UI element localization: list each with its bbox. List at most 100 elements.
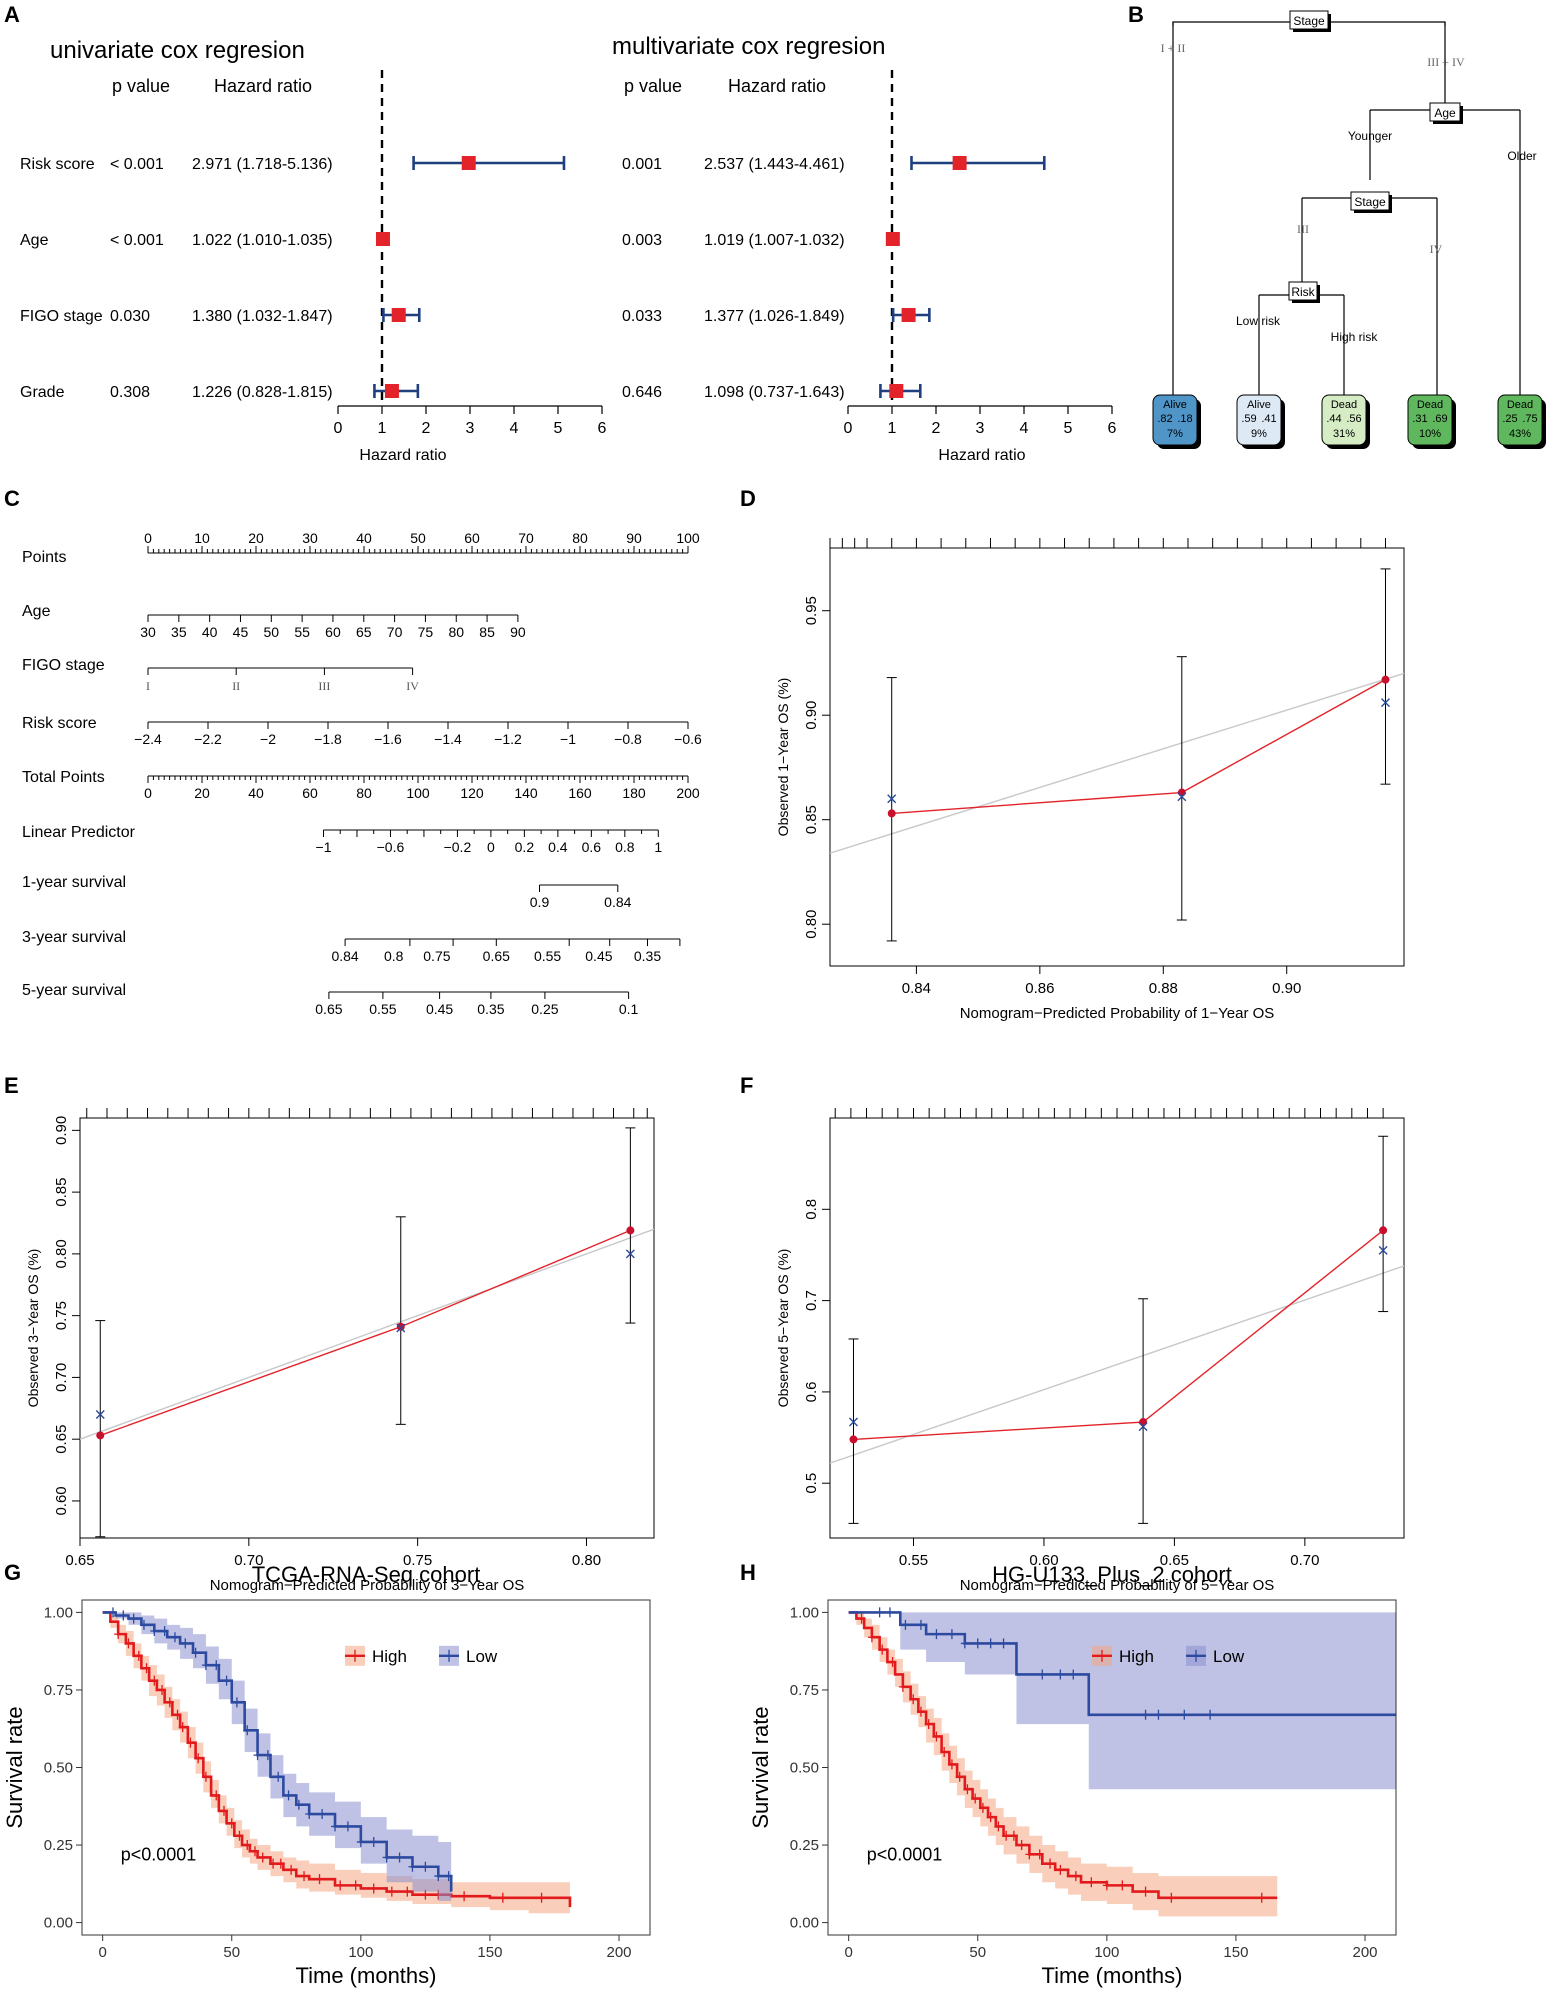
km-hgu133-censor-mark <box>916 1706 925 1717</box>
km-hgu133-survival-line-low <box>848 1611 1396 1717</box>
multivariate-hr-text: 1.377 (1.026-1.849) <box>704 308 845 325</box>
km-tcga-ci-band-high <box>102 1612 570 1920</box>
km-hgu133-censor-mark <box>1002 1830 1011 1841</box>
km-hgu133-censor-mark <box>1118 1880 1127 1891</box>
calibration-3yr-corrected-point <box>396 1323 406 1333</box>
nomogram-tick-label: 200 <box>676 785 700 801</box>
calibration-3yr-x-tick-label: 0.70 <box>234 1552 263 1569</box>
nomogram-row-label: 5-year survival <box>22 982 126 999</box>
nomogram-row-label: 3-year survival <box>22 929 126 946</box>
nomogram-tick-label: −0.6 <box>377 839 405 855</box>
tree-leaf-prob-a: .25 <box>1502 413 1517 425</box>
km-hgu133-legend-label: Low <box>1213 1647 1245 1666</box>
tree-age-left-label: Younger <box>1348 129 1392 143</box>
km-tcga-censor-mark <box>191 1647 200 1658</box>
tree-stage2-split-label: Stage <box>1354 195 1386 209</box>
tree-leaf-node <box>1497 394 1543 446</box>
km-hgu133-censor-mark <box>955 1771 964 1782</box>
tree-leaf-percent: 31% <box>1333 428 1355 440</box>
multivariate-hr-header: Hazard ratio <box>728 76 826 96</box>
km-tcga-censor-mark <box>315 1874 324 1885</box>
panel-letter-g: G <box>4 1560 21 1585</box>
km-hgu133-censor-mark <box>999 1638 1008 1649</box>
nomogram-tick-label: −1.6 <box>374 731 402 747</box>
km-tcga-censor-mark <box>537 1892 546 1903</box>
km-hgu133-censor-mark <box>885 1607 894 1618</box>
km-hgu133-ci-band-low <box>848 1612 1396 1790</box>
multivariate-x-tick-label: 1 <box>888 420 897 437</box>
km-tcga-censor-mark <box>212 1790 221 1801</box>
panel-letter-f: F <box>740 1073 753 1098</box>
km-tcga-censor-mark <box>269 1858 278 1869</box>
nomogram-tick-label: 0.2 <box>515 839 535 855</box>
nomogram-tick-label: 50 <box>410 530 426 546</box>
panels-g-h-kaplan-meier: TCGA-RNA-Seq cohort 0 50 100 150 200 0.00 0.25 0… <box>2 1562 1397 1988</box>
km-tcga-censor-mark <box>287 1864 296 1875</box>
km-tcga-censor-mark <box>276 1858 285 1869</box>
calibration-1yr-x-tick-label: 0.86 <box>1025 980 1054 997</box>
univariate-title: univariate cox regresion <box>50 37 305 64</box>
km-tcga-censor-mark <box>250 1846 259 1857</box>
calibration-3yr-observed-point <box>396 1322 405 1331</box>
km-hgu133-censor-mark <box>924 1719 933 1730</box>
calibration-5yr-x-tick-label: 0.70 <box>1290 1552 1319 1569</box>
nomogram-tick-label: −1.2 <box>494 731 522 747</box>
tree-leaf-percent: 10% <box>1419 428 1441 440</box>
multivariate-hr-text: 1.098 (0.737-1.643) <box>704 384 845 401</box>
km-hgu133-y-tick-label: 0.25 <box>790 1837 819 1854</box>
nomogram-tick-label: 0.75 <box>423 948 450 964</box>
km-tcga-censor-mark <box>160 1626 169 1637</box>
nomogram-tick-label: 30 <box>140 624 156 640</box>
multivariate-x-tick-label: 4 <box>1020 420 1029 437</box>
km-tcga-censor-mark <box>258 1852 267 1863</box>
km-tcga-censor-mark <box>356 1836 365 1847</box>
km-hgu133-censor-mark <box>932 1731 941 1742</box>
km-tcga-censor-mark <box>243 1725 252 1736</box>
calibration-1yr-observed-point <box>887 809 896 818</box>
nomogram-tick-label: 50 <box>264 624 280 640</box>
tree-leaf-prob-a: .59 <box>1241 413 1256 425</box>
km-tcga-censor-mark <box>220 1805 228 1816</box>
tree-age-split-label: Age <box>1434 106 1456 120</box>
km-tcga-x-tick-label: 200 <box>607 1944 632 1961</box>
tree-leaf-prob-a: .44 <box>1326 413 1341 425</box>
nomogram-tick-label: 45 <box>233 624 249 640</box>
km-hgu133-censor-mark <box>901 1619 910 1630</box>
nomogram-tick-label: 75 <box>418 624 434 640</box>
calibration-5yr-y-tick-label: 0.6 <box>803 1381 820 1402</box>
km-hgu133-censor-mark <box>1009 1830 1018 1841</box>
km-tcga-censor-mark <box>158 1684 167 1695</box>
calibration-5yr-ylabel: Observed 5−Year OS (%) <box>775 1249 791 1408</box>
km-tcga-xlabel: Time (months) <box>296 1963 437 1988</box>
km-tcga-y-tick-label: 0.50 <box>44 1760 73 1777</box>
km-hgu133-censor-mark <box>960 1638 969 1649</box>
calibration-5yr: 0.55 0.60 0.65 0.70 0.5 0.6 0.7 0.8 Nomogram−Pre… <box>775 1108 1405 1594</box>
km-tcga-censor-mark <box>351 1880 360 1891</box>
nomogram-tick-label: 0.84 <box>331 948 358 964</box>
km-tcga-censor-mark <box>124 1638 133 1649</box>
nomogram-tick-label: 80 <box>572 530 588 546</box>
tree-leaf-prob-b: .41 <box>1261 413 1276 425</box>
km-tcga-censor-mark <box>186 1737 195 1748</box>
km-hgu133-censor-mark <box>1154 1709 1163 1720</box>
km-tcga: TCGA-RNA-Seq cohort 0 50 100 150 200 0.00 0.25 0… <box>2 1562 651 1988</box>
nomogram-tick-label: 70 <box>518 530 534 546</box>
calibration-3yr-y-tick-label: 0.60 <box>53 1486 70 1515</box>
tree-stage2-right-label: IV <box>1430 242 1443 256</box>
calibration-1yr-xlabel: Nomogram−Predicted Probability of 1−Year… <box>960 1005 1275 1022</box>
tree-leaf-class: Alive <box>1163 399 1187 411</box>
nomogram-tick-label: −0.8 <box>614 731 642 747</box>
multivariate-hr-point <box>952 156 967 170</box>
nomogram-tick-label: −1.8 <box>314 731 342 747</box>
calibration-3yr-y-tick-label: 0.70 <box>53 1363 70 1392</box>
calibration-1yr-x-tick-label: 0.88 <box>1149 980 1178 997</box>
forest-plots: 0 1 2 3 4 5 6 Risk score < 0.001 2.971 (1.718-5.1… <box>20 70 1117 437</box>
km-tcga-censor-mark <box>119 1610 128 1621</box>
km-tcga-censor-mark <box>284 1790 293 1801</box>
km-hgu133-censor-mark <box>1069 1669 1078 1680</box>
km-hgu133-censor-mark <box>1056 1864 1065 1875</box>
km-hgu133-x-tick-label: 150 <box>1223 1944 1248 1961</box>
tree-leaf-percent: 43% <box>1509 428 1531 440</box>
km-tcga-censor-mark <box>318 1809 327 1820</box>
tree-leaf-prob-b: .18 <box>1177 413 1192 425</box>
